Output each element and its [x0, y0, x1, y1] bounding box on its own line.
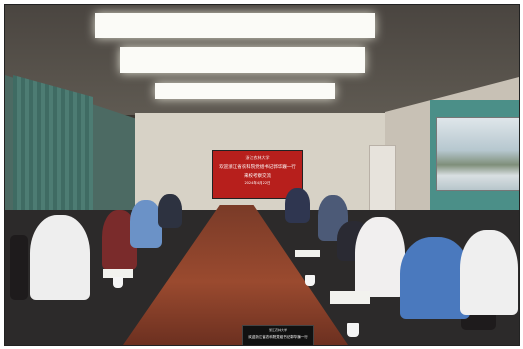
person-right: [285, 188, 310, 223]
screen-title-line1: 欢迎浙江省农科院党组书记郭华巍一行: [219, 165, 296, 170]
person-right: [355, 217, 405, 297]
person-left: [158, 194, 182, 228]
tea-cup: [347, 323, 359, 337]
ceiling-light: [120, 47, 365, 73]
document: [103, 269, 133, 278]
display-screen: 浙江农林大学 欢迎浙江省农科院党组书记郭华巍一行 来校考察交流 2024年4月2…: [212, 150, 303, 199]
desk-monitor: 浙江农林大学 欢迎浙江省农科院党组书记郭华巍一行: [242, 325, 314, 345]
screen-date: 2024年4月22日: [244, 181, 271, 186]
ceiling-light: [155, 83, 335, 99]
document: [330, 291, 370, 304]
photo-frame: 浙江农林大学 欢迎浙江省农科院党组书记郭华巍一行 来校考察交流 2024年4月2…: [4, 4, 520, 346]
tea-cup: [113, 277, 123, 288]
tea-cup: [305, 275, 315, 286]
chair: [10, 235, 28, 300]
screen-title-line2: 来校考察交流: [244, 174, 271, 180]
document: [295, 250, 320, 257]
person-left: [130, 200, 162, 248]
landscape-painting: [436, 117, 519, 191]
person-right-front: [400, 237, 470, 319]
person-right-front: [460, 230, 518, 315]
monitor-logo: 浙江农林大学: [268, 328, 287, 332]
monitor-title: 欢迎浙江省农科院党组书记郭华巍一行: [248, 335, 308, 339]
ceiling-light: [95, 13, 375, 38]
screen-logo: 浙江农林大学: [245, 155, 270, 160]
person-left-front: [30, 215, 90, 300]
